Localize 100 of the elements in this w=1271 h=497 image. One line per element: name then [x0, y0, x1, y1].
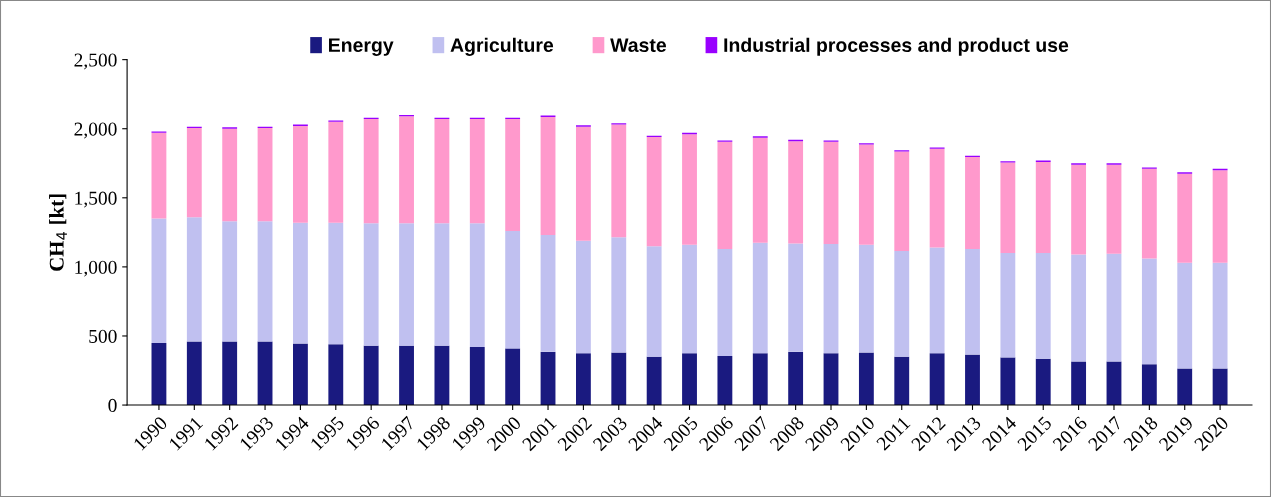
- x-tick-label: 1991: [168, 416, 204, 451]
- bar: [363, 223, 379, 346]
- bar: [399, 223, 414, 346]
- bar: [363, 119, 379, 224]
- bar: [858, 352, 874, 406]
- y-tick-label: 1,500: [75, 191, 117, 208]
- bar: [151, 132, 167, 219]
- bar: [1106, 253, 1122, 362]
- y-tick-label: 2,000: [74, 122, 117, 139]
- bar: [363, 345, 379, 406]
- bar: [788, 243, 804, 352]
- bar: [434, 345, 450, 406]
- bar: [717, 356, 733, 406]
- bar: [1106, 164, 1122, 254]
- y-axis-title: CH$_{4}$ [kt]: [49, 194, 67, 271]
- bar: [752, 137, 768, 243]
- legend-label: Industrial processes and product use: [724, 37, 1069, 56]
- bar: [1177, 262, 1193, 369]
- bar: [752, 353, 768, 406]
- bar: [1071, 254, 1087, 362]
- x-tick-label: 1992: [203, 415, 239, 451]
- bar: [823, 244, 839, 354]
- bar: [1141, 258, 1157, 365]
- legend-label: Agriculture: [450, 37, 554, 56]
- bar: [434, 119, 450, 224]
- legend-label: Energy: [329, 38, 394, 56]
- bar: [328, 344, 344, 406]
- bar: [575, 126, 591, 241]
- legend-label: Waste: [610, 38, 667, 53]
- bar: [929, 148, 945, 248]
- bar: [965, 248, 980, 355]
- bar: [929, 353, 945, 406]
- bar: [611, 124, 627, 238]
- bar: [788, 351, 804, 406]
- bar: [469, 347, 485, 406]
- bar: [1212, 262, 1228, 369]
- bar: [257, 341, 273, 406]
- bar: [222, 221, 238, 342]
- bar: [328, 222, 344, 345]
- bar: [293, 125, 308, 223]
- x-tick-label: 2011: [875, 416, 911, 451]
- y-tick-label: 2,500: [74, 53, 117, 70]
- bar: [186, 217, 202, 342]
- bar: [965, 157, 980, 249]
- bar: [894, 151, 910, 251]
- bar: [1035, 161, 1051, 254]
- bar: [257, 128, 273, 222]
- bar: [823, 141, 839, 245]
- bar: [293, 222, 308, 344]
- bar: [858, 244, 874, 353]
- bar: [788, 141, 804, 244]
- bar: [469, 223, 485, 348]
- bar: [293, 343, 308, 406]
- bar: [1071, 361, 1087, 406]
- bar: [505, 119, 521, 231]
- bar: [575, 240, 591, 354]
- bar: [965, 354, 980, 406]
- bar: [823, 353, 839, 406]
- bar: [540, 351, 556, 406]
- bar: [222, 341, 238, 406]
- bar: [858, 144, 874, 245]
- bar: [1000, 162, 1016, 254]
- bar: [894, 356, 910, 406]
- bar: [646, 137, 662, 247]
- bar: [186, 341, 202, 406]
- bar: [1035, 253, 1051, 359]
- bar: [682, 244, 697, 354]
- bar: [1035, 358, 1051, 406]
- bar: [151, 342, 167, 406]
- bar: [717, 248, 733, 357]
- bar: [646, 356, 662, 406]
- bar: [1000, 253, 1016, 358]
- bar: [1177, 173, 1193, 263]
- bar: [575, 353, 591, 406]
- bar: [682, 134, 697, 245]
- bar: [151, 218, 167, 343]
- y-tick-label: 500: [89, 329, 117, 343]
- bar: [1177, 368, 1193, 406]
- bar: [399, 116, 414, 224]
- bar: [505, 230, 521, 349]
- bar: [399, 345, 414, 406]
- bar: [328, 121, 344, 223]
- bar: [611, 237, 627, 353]
- bar: [186, 128, 202, 218]
- bar: [894, 251, 910, 357]
- bar: [1000, 357, 1016, 406]
- bar: [1106, 361, 1122, 406]
- bar: [646, 246, 662, 357]
- y-tick-label: 1,000: [75, 260, 117, 277]
- bar: [505, 348, 521, 406]
- bar: [717, 141, 733, 249]
- y-tick-label: 0: [108, 398, 117, 412]
- bar: [540, 116, 556, 236]
- x-tick-label: 2001: [521, 416, 557, 452]
- bar: [434, 223, 450, 346]
- bar: [257, 221, 273, 342]
- bar: [682, 353, 697, 406]
- bar: [1071, 164, 1087, 255]
- bar: [469, 119, 485, 224]
- bar: [611, 352, 627, 406]
